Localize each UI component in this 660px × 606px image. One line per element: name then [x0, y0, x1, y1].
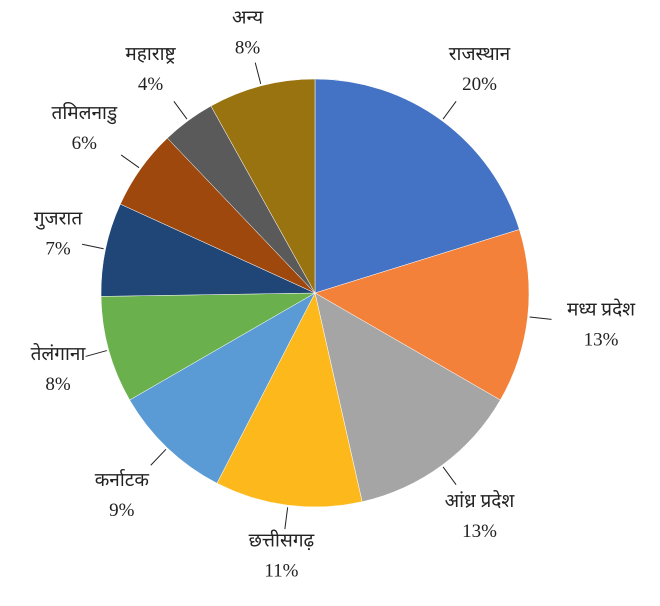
pie-slice	[216, 292, 363, 508]
slice-value: 13%	[584, 329, 619, 350]
slice-value: 6%	[72, 133, 98, 154]
slice-label: महाराष्ट्र	[125, 44, 176, 65]
leader-line	[120, 154, 140, 169]
slice-label: कर्नाटक	[95, 468, 150, 491]
slice-value: 11%	[264, 561, 298, 582]
pie-slice	[314, 78, 520, 294]
slice-label: आंध्र प्रदेश	[445, 489, 516, 512]
slice-value: 4%	[138, 74, 164, 95]
leader-line	[173, 101, 188, 120]
slice-label: राजस्थान	[449, 44, 511, 65]
pie-slice	[100, 292, 316, 401]
pie-slice	[314, 292, 501, 503]
leader-line	[529, 316, 552, 320]
pie-slice	[129, 292, 316, 484]
slice-value: 7%	[45, 238, 71, 259]
slice-label: छत्तीसगढ़	[249, 529, 315, 552]
slice-label: गुजरात	[34, 208, 83, 230]
slice-value: 9%	[109, 500, 135, 521]
leader-line	[85, 350, 107, 357]
slice-value: 20%	[462, 74, 497, 95]
pie-slice	[314, 229, 530, 401]
slice-label: मध्य प्रदेश	[567, 297, 636, 320]
leader-line	[442, 466, 457, 485]
leader-line	[254, 62, 262, 85]
slice-value: 8%	[235, 37, 261, 58]
slice-label: तेलंगाना	[31, 342, 87, 365]
pie-slice	[210, 78, 316, 294]
slice-label: तमिलनाडु	[52, 101, 118, 125]
slice-value: 8%	[45, 374, 71, 395]
slice-label: अन्य	[232, 7, 264, 28]
leader-line	[150, 448, 167, 466]
leader-line	[81, 243, 104, 250]
leader-line	[284, 507, 289, 530]
slice-value: 13%	[462, 521, 497, 542]
leader-line	[442, 101, 457, 120]
